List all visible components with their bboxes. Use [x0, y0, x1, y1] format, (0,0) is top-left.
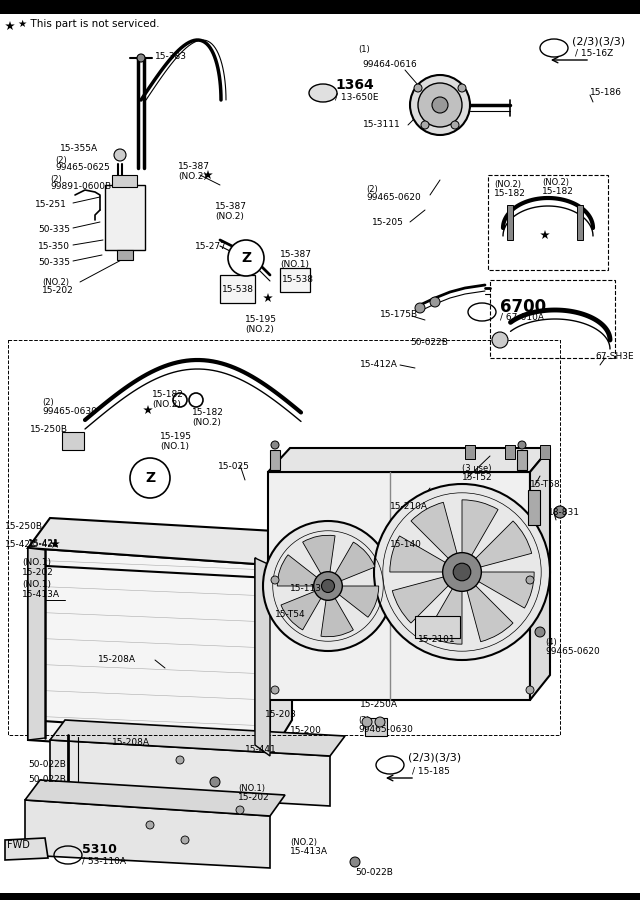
Text: 15-421: 15-421 — [5, 540, 36, 549]
Circle shape — [414, 84, 422, 92]
Text: 15-250B: 15-250B — [5, 522, 43, 531]
Bar — [62, 432, 84, 450]
Text: (NO.1)
15-202: (NO.1) 15-202 — [22, 558, 54, 578]
Bar — [8, 340, 560, 735]
Polygon shape — [50, 740, 330, 806]
Circle shape — [526, 576, 534, 584]
Circle shape — [451, 121, 459, 129]
Text: 15-250A: 15-250A — [360, 700, 398, 709]
Circle shape — [443, 553, 481, 591]
Wedge shape — [462, 572, 534, 608]
Circle shape — [228, 240, 264, 276]
Text: 15-T54: 15-T54 — [275, 610, 306, 619]
Text: 50-022B: 50-022B — [28, 775, 66, 784]
Circle shape — [535, 627, 545, 637]
Text: 15-208A: 15-208A — [112, 738, 150, 747]
Wedge shape — [411, 502, 462, 572]
Bar — [490, 280, 615, 358]
Text: 6700: 6700 — [500, 298, 546, 316]
Text: (NO.2): (NO.2) — [542, 178, 569, 187]
Text: 15-182: 15-182 — [494, 189, 526, 198]
Polygon shape — [270, 532, 292, 756]
Circle shape — [210, 777, 220, 787]
Bar — [528, 490, 540, 525]
Circle shape — [432, 97, 448, 113]
Bar — [112, 175, 137, 187]
Wedge shape — [462, 572, 513, 642]
Bar — [505, 445, 515, 459]
Circle shape — [526, 686, 534, 694]
Text: (2/3)(3/3): (2/3)(3/3) — [408, 752, 461, 762]
Circle shape — [453, 563, 471, 580]
Bar — [540, 445, 550, 459]
Polygon shape — [25, 780, 285, 816]
Polygon shape — [204, 170, 212, 179]
Text: / 53-110A: / 53-110A — [82, 857, 126, 866]
Text: 15-441: 15-441 — [245, 745, 276, 754]
Wedge shape — [390, 536, 462, 572]
Text: (2): (2) — [55, 156, 67, 165]
Text: FWD: FWD — [6, 840, 29, 850]
Circle shape — [374, 484, 550, 660]
Wedge shape — [426, 572, 462, 644]
Circle shape — [314, 572, 342, 600]
Text: 50-022B: 50-022B — [410, 338, 448, 347]
Circle shape — [181, 836, 189, 844]
Text: 15-2101: 15-2101 — [418, 635, 456, 644]
Text: 15-T52: 15-T52 — [462, 473, 493, 482]
Wedge shape — [328, 586, 379, 617]
Text: 15-350: 15-350 — [38, 242, 70, 251]
Text: 18-831: 18-831 — [548, 508, 580, 517]
Polygon shape — [28, 548, 45, 740]
Text: (2): (2) — [366, 185, 378, 194]
Bar — [365, 718, 387, 736]
Text: 15-182: 15-182 — [152, 390, 184, 399]
Text: (NO.2): (NO.2) — [152, 400, 181, 409]
Text: 99465-0620: 99465-0620 — [545, 647, 600, 656]
Bar — [105, 185, 145, 250]
Polygon shape — [28, 548, 270, 756]
Wedge shape — [277, 554, 328, 586]
Circle shape — [271, 441, 279, 449]
Text: Z: Z — [145, 471, 155, 485]
Wedge shape — [462, 521, 532, 572]
Text: (NO.1): (NO.1) — [280, 260, 309, 269]
Text: 15-355A: 15-355A — [60, 144, 98, 153]
Text: 15-538: 15-538 — [222, 285, 254, 294]
Bar — [517, 450, 527, 470]
Text: 99465-0620: 99465-0620 — [366, 193, 420, 202]
Bar — [577, 205, 583, 240]
Text: 15-200: 15-200 — [290, 726, 322, 735]
Polygon shape — [255, 558, 270, 756]
Circle shape — [554, 506, 566, 518]
Text: 50-335: 50-335 — [38, 258, 70, 267]
Circle shape — [492, 332, 508, 348]
Circle shape — [350, 857, 360, 867]
Circle shape — [458, 84, 466, 92]
Text: Z: Z — [241, 251, 251, 265]
Text: (NO.2): (NO.2) — [178, 172, 207, 181]
Polygon shape — [143, 405, 153, 414]
Text: 5310: 5310 — [82, 843, 117, 856]
Text: 1364: 1364 — [335, 78, 374, 92]
Circle shape — [518, 441, 526, 449]
Text: / 13-650E: / 13-650E — [335, 92, 378, 101]
Bar — [220, 275, 255, 303]
Text: (NO.1): (NO.1) — [160, 442, 189, 451]
Text: 15-210A: 15-210A — [390, 502, 428, 511]
Text: ★ This part is not serviced.: ★ This part is not serviced. — [18, 19, 159, 29]
Circle shape — [321, 580, 335, 592]
Text: / 15-16Z: / 15-16Z — [575, 49, 613, 58]
Text: 15-195: 15-195 — [245, 315, 277, 324]
Circle shape — [418, 83, 462, 127]
Text: 50-022B: 50-022B — [355, 868, 393, 877]
Text: (NO.2): (NO.2) — [192, 418, 221, 427]
Circle shape — [430, 297, 440, 307]
Text: 15-182: 15-182 — [192, 408, 224, 417]
Text: 50-022B: 50-022B — [28, 760, 66, 769]
Text: 15-T58: 15-T58 — [530, 480, 561, 489]
Bar — [488, 175, 608, 270]
Circle shape — [114, 149, 126, 161]
Text: 99891-0600B: 99891-0600B — [50, 182, 111, 191]
Text: / 15-185: / 15-185 — [412, 766, 450, 775]
